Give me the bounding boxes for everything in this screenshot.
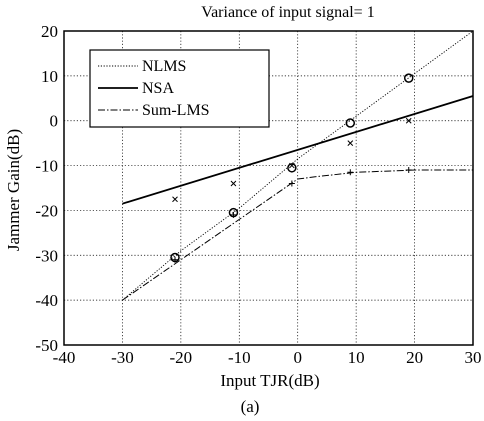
plot-frame — [63, 30, 474, 346]
y-tick-label: -10 — [35, 157, 58, 176]
x-tick-label: 0 — [293, 348, 302, 367]
marker-plus-sum-lms — [230, 211, 237, 218]
x-tick-label: 10 — [348, 348, 365, 367]
series-line-sum-lms — [122, 169, 473, 301]
legend-label: NLMS — [142, 58, 186, 75]
x-tick-label: -20 — [170, 348, 193, 367]
legend-label: NSA — [142, 80, 174, 97]
x-tick-label: -30 — [111, 348, 134, 367]
y-tick-label: 10 — [41, 67, 58, 86]
marker-x-nsa — [289, 162, 295, 169]
marker-plus-sum-lms — [288, 180, 295, 187]
marker-plus-sum-lms — [347, 169, 354, 176]
y-tick-label: -20 — [35, 201, 58, 220]
marker-plus-sum-lms — [172, 256, 179, 263]
chart-title: Variance of input signal= 1 — [201, 4, 374, 21]
plot-series — [122, 30, 474, 301]
marker-circle-nlms — [345, 118, 356, 128]
marker-circle-nlms — [403, 73, 414, 83]
legend: NLMS NSA Sum-LMS — [89, 49, 270, 128]
figure-caption: (a) — [241, 397, 260, 416]
marker-x-nsa — [172, 196, 178, 203]
y-axis-label: Jammer Gain(dB) — [4, 129, 23, 251]
y-tick-label: -50 — [35, 336, 58, 355]
y-tick-label: 20 — [41, 22, 58, 41]
plot-markers — [170, 73, 414, 263]
legend-label: Sum-LMS — [142, 102, 210, 119]
x-tick-label: 30 — [465, 348, 482, 367]
x-axis-label: Input TJR(dB) — [220, 371, 319, 390]
marker-plus-sum-lms — [405, 167, 412, 174]
marker-x-nsa — [230, 180, 237, 187]
y-tick-label: 0 — [50, 112, 59, 131]
x-tick-label: -10 — [228, 348, 251, 367]
series-line-nlms — [122, 30, 474, 301]
marker-circle-nlms — [287, 163, 297, 173]
x-tick-label: -40 — [53, 348, 76, 367]
series-line-nsa — [122, 95, 474, 205]
y-tick-label: -30 — [35, 246, 58, 265]
y-tick-label: -40 — [35, 291, 58, 310]
marker-x-nsa — [405, 117, 412, 124]
x-tick-label: 20 — [406, 348, 423, 367]
marker-x-nsa — [347, 140, 354, 146]
